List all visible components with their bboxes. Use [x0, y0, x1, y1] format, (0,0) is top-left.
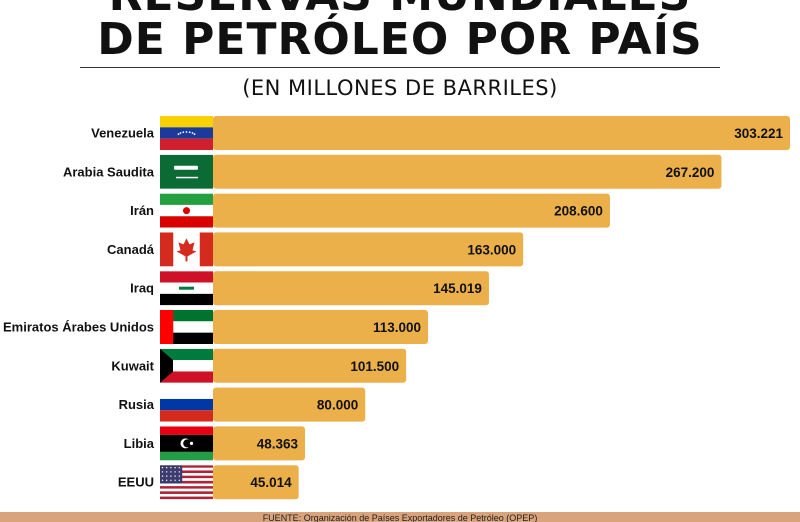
bar	[213, 232, 524, 267]
bar	[213, 271, 489, 306]
chart-row: Irán 208.600	[130, 193, 610, 228]
data-label: 101.500	[350, 359, 399, 374]
bar	[213, 465, 299, 500]
category-label: Canadá	[107, 242, 155, 257]
data-label: 80.000	[317, 398, 358, 413]
usa-flag-icon	[160, 465, 213, 500]
chart-row: Iraq 145.019	[130, 271, 489, 306]
chart-row: EEUU 45.014	[118, 465, 299, 500]
chart-row: Arabia Saudita 267.200	[63, 154, 722, 189]
data-label: 163.000	[467, 242, 516, 257]
bar	[213, 154, 722, 189]
chart-subtitle: (EN MILLONES DE BARRILES)	[242, 76, 558, 100]
category-label: Emiratos Árabes Unidos	[3, 320, 154, 335]
iraq-flag-icon	[160, 271, 213, 306]
category-label: EEUU	[118, 475, 154, 490]
chart-row: Canadá 163.000	[107, 232, 524, 267]
bar	[213, 387, 366, 422]
chart-row: Libia 48.363	[124, 426, 306, 461]
chart-row: Kuwait 101.500	[111, 348, 407, 383]
bar	[213, 348, 407, 383]
source-footer: FUENTE: Organización de Países Exportado…	[0, 512, 800, 522]
bar	[213, 310, 429, 344]
category-label: Libia	[124, 436, 155, 451]
kuwait-flag-icon	[160, 348, 213, 383]
chart-row: Rusia 80.000	[119, 387, 366, 422]
data-label: 303.221	[734, 126, 783, 141]
bar	[213, 193, 610, 228]
category-label: Iraq	[130, 281, 154, 296]
bar	[213, 116, 790, 150]
canada-flag-icon	[160, 232, 213, 267]
chart-title-line-2: DE PETRÓLEO POR PAÍS	[97, 14, 703, 65]
data-label: 48.363	[257, 436, 299, 451]
chart-row: Venezuela 303.221	[91, 116, 790, 150]
category-label: Irán	[130, 203, 154, 218]
chart-title-line-1: RESERVAS MUNDIALES	[0, 0, 800, 20]
title-divider	[80, 67, 720, 68]
bar	[213, 426, 306, 461]
data-label: 208.600	[554, 204, 603, 219]
chart-row: Emiratos Árabes Unidos 113.000	[3, 310, 429, 344]
libya-flag-icon	[160, 426, 213, 461]
data-label: 145.019	[433, 281, 482, 296]
uae-flag-icon	[160, 310, 213, 344]
venezuela-flag-icon	[160, 116, 213, 150]
iran-flag-icon	[160, 193, 213, 228]
data-label: 113.000	[373, 320, 421, 335]
data-label: 45.014	[250, 475, 292, 490]
category-label: Rusia	[119, 397, 155, 412]
source-note: FUENTE: Organización de Países Exportado…	[262, 513, 538, 522]
data-label: 267.200	[666, 165, 715, 180]
russia-flag-icon	[160, 387, 213, 422]
category-label: Venezuela	[91, 126, 155, 141]
saudi-arabia-flag-icon	[160, 154, 213, 189]
category-label: Arabia Saudita	[63, 164, 155, 179]
category-label: Kuwait	[111, 358, 154, 373]
